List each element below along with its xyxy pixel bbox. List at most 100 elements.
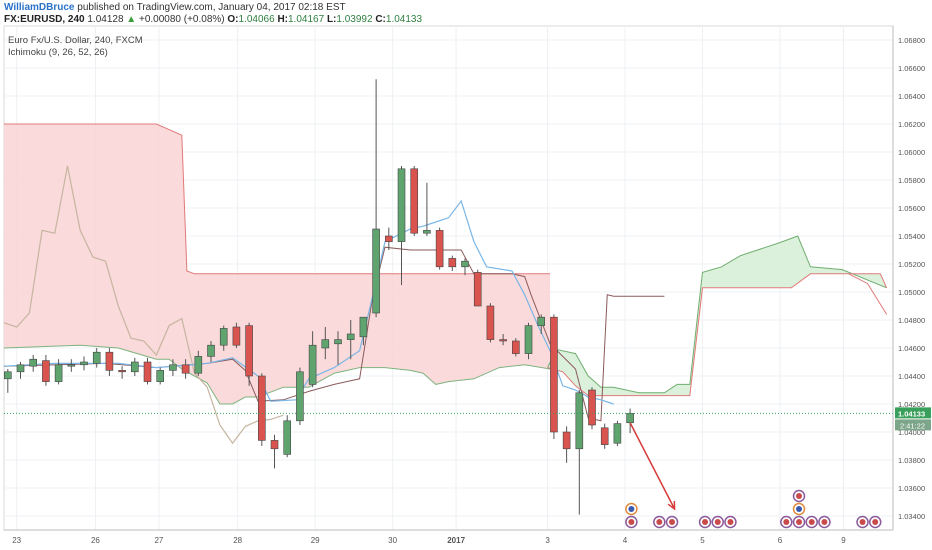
candle	[346, 320, 355, 360]
candle	[80, 356, 88, 371]
publish-info: WilliamDBruce published on TradingView.c…	[4, 2, 346, 13]
candle	[423, 182, 431, 236]
price-tag-label: 1.04133	[898, 409, 925, 418]
candle	[42, 355, 50, 386]
flag-icon	[669, 519, 676, 525]
candle	[207, 341, 215, 362]
candle	[296, 367, 304, 425]
time-tick-label: 23	[12, 536, 21, 545]
price-tick-label: 1.05600	[898, 204, 925, 213]
high-label: H:	[277, 14, 288, 25]
economic-event-icon	[724, 515, 737, 529]
flag-icon	[727, 519, 734, 525]
price-axis[interactable]: 1.06800 1.06600 1.06400 1.06200 1.06000 1.058…	[892, 26, 931, 530]
candle-body	[194, 356, 203, 374]
flag-icon	[796, 506, 803, 512]
candle	[359, 316, 368, 346]
candle-body	[473, 272, 482, 307]
candle-body	[321, 339, 330, 349]
time-tick-label: 4	[623, 536, 628, 545]
lagging-span	[3, 165, 284, 445]
candle	[473, 269, 482, 307]
economic-event-icon	[780, 515, 793, 529]
candle-body	[67, 364, 76, 367]
price-tick-label: 1.04800	[898, 316, 925, 325]
candle-body	[219, 328, 228, 346]
candle	[613, 420, 622, 446]
economic-event-icon	[818, 515, 831, 529]
countdown-tag	[895, 419, 931, 431]
indicator-legend[interactable]: Ichimoku (9, 26, 52, 26)	[8, 47, 108, 58]
candle	[575, 390, 584, 515]
instrument-legend[interactable]: Euro Fx/U.S. Dollar, 240, FXCM	[8, 35, 143, 46]
candle-body	[245, 325, 253, 377]
candle-body	[29, 358, 38, 367]
flag-icon	[783, 519, 790, 525]
economic-event-icon	[625, 515, 638, 529]
candle	[54, 359, 63, 385]
last-price: 1.04128	[87, 14, 124, 25]
senkou-span-b-line	[4, 123, 551, 275]
candle	[131, 357, 139, 376]
candle-body	[156, 370, 165, 382]
author-name[interactable]: WilliamDBruce	[4, 2, 75, 13]
candle-body	[512, 340, 520, 354]
candle	[600, 423, 609, 449]
economic-event-icon	[792, 489, 806, 503]
candle	[245, 322, 253, 386]
flag-icon	[808, 519, 815, 525]
price-tick-label: 1.06400	[898, 92, 925, 101]
price-tick-label: 1.06600	[898, 64, 925, 73]
down-arrow-line	[629, 422, 676, 510]
candle	[550, 314, 558, 439]
price-tick-label: 1.05200	[898, 260, 925, 269]
flag-icon	[796, 493, 803, 499]
candle	[334, 331, 342, 365]
candle-body	[42, 360, 50, 382]
publish-text: published on TradingView.com, January 04…	[77, 2, 346, 13]
candle-body	[461, 260, 469, 268]
candle-body	[105, 351, 114, 371]
candle	[435, 227, 444, 270]
time-tick-label: 26	[91, 536, 100, 545]
economic-event-icon	[805, 515, 818, 529]
price-tick-label: 1.05400	[898, 232, 925, 241]
candle-body	[550, 316, 558, 433]
candle-body	[537, 316, 546, 326]
change-up-icon: ▲	[126, 14, 137, 25]
candle	[321, 327, 330, 360]
price-tick-label: 1.04200	[898, 400, 925, 409]
candle-body	[575, 392, 584, 450]
flag-icon	[702, 519, 709, 525]
candle-body	[270, 440, 279, 450]
candle-body	[423, 230, 431, 234]
candle	[512, 338, 520, 357]
base-line	[3, 246, 665, 422]
time-axis[interactable]: 23 26 27 28 29 30 2017 3 4 5 6 9	[4, 529, 893, 545]
event-icons[interactable]	[625, 489, 882, 529]
economic-event-icon	[653, 515, 666, 529]
symbol-label[interactable]: FX:EURUSD, 240	[4, 14, 85, 25]
candle	[181, 359, 190, 379]
time-tick-label: 3	[545, 536, 550, 545]
flag-icon	[872, 519, 879, 525]
price-tick-label: 1.04600	[898, 344, 925, 353]
candle-body	[54, 364, 63, 382]
candle-body	[118, 370, 126, 373]
economic-event-icon	[698, 515, 712, 529]
candle-body	[334, 339, 342, 345]
close-value: 1.04133	[385, 14, 423, 25]
economic-event-icon	[711, 515, 724, 529]
candle	[232, 322, 241, 348]
candle-body	[308, 344, 317, 385]
economic-event-icon	[856, 515, 869, 529]
price-tick-label: 1.05800	[898, 176, 925, 185]
candle	[105, 348, 114, 376]
candle-body	[499, 339, 507, 342]
economic-event-icon	[625, 502, 638, 516]
economic-event-icon	[868, 515, 882, 529]
price-tick-label: 1.03600	[898, 484, 925, 493]
price-tag	[895, 407, 931, 419]
candle	[524, 322, 533, 360]
